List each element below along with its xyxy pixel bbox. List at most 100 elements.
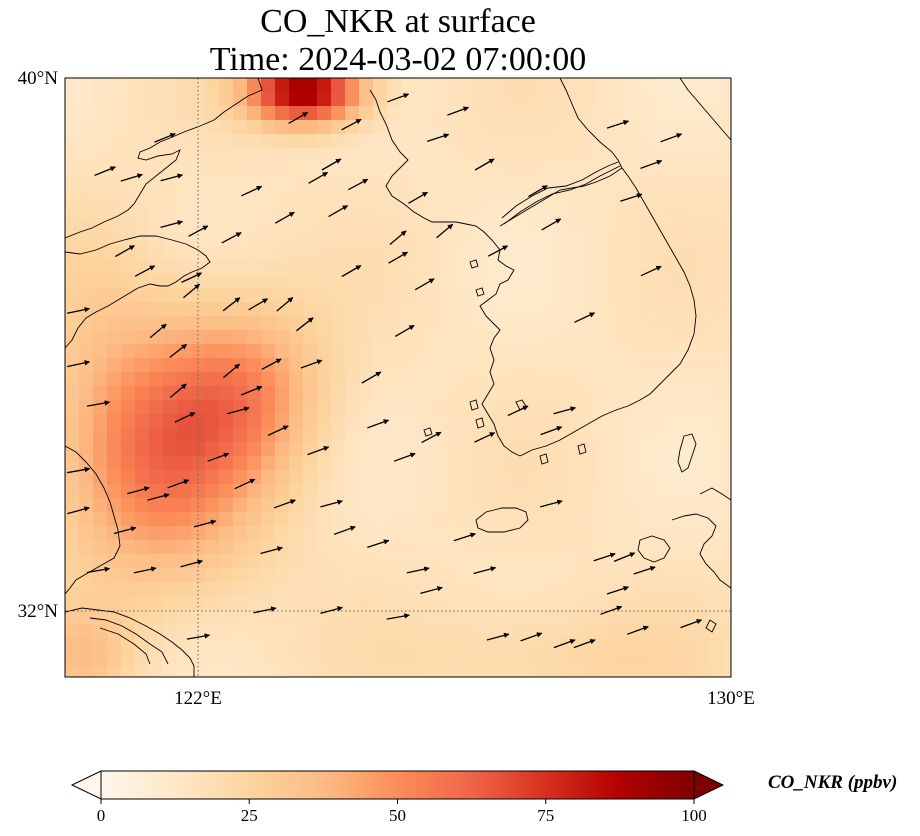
tsushima-island [677, 433, 697, 473]
field-cell [471, 274, 486, 289]
field-cell [149, 372, 164, 387]
field-cell [387, 162, 402, 177]
field-cell [331, 652, 346, 667]
field-cell [261, 582, 276, 597]
field-cell [681, 148, 696, 163]
field-cell [597, 498, 612, 513]
field-cell [107, 400, 122, 415]
field-cell [79, 666, 94, 677]
field-cell [219, 400, 234, 415]
field-cell [583, 78, 598, 93]
field-cell [373, 568, 388, 583]
field-cell [527, 330, 542, 345]
field-cell [667, 456, 682, 471]
field-cell [205, 568, 220, 583]
field-cell [247, 204, 262, 219]
field-cell [625, 288, 640, 303]
wind-arrow [426, 133, 450, 143]
field-cell [79, 204, 94, 219]
field-cell [93, 78, 108, 93]
field-cell [331, 456, 346, 471]
field-cell [79, 652, 94, 667]
field-cell [331, 288, 346, 303]
field-cell [345, 358, 360, 373]
field-cell [359, 568, 374, 583]
field-cell [569, 148, 584, 163]
field-cell [611, 134, 626, 149]
field-cell [401, 652, 416, 667]
field-cell [457, 106, 472, 121]
wind-arrow [308, 171, 329, 184]
field-cell [331, 92, 346, 107]
field-cell [275, 624, 290, 639]
field-cell [457, 176, 472, 191]
wind-arrow [222, 297, 241, 312]
field-cell [485, 512, 500, 527]
field-cell [205, 190, 220, 205]
field-cell [569, 78, 584, 93]
field-cell [303, 246, 318, 261]
field-cell [569, 288, 584, 303]
field-cell [415, 456, 430, 471]
field-cell [653, 568, 668, 583]
field-cell [247, 610, 262, 625]
field-cell [303, 260, 318, 275]
wind-arrow [389, 230, 407, 245]
field-cell [135, 176, 150, 191]
field-cell [681, 554, 696, 569]
field-cell [303, 162, 318, 177]
field-cell [401, 540, 416, 555]
field-cell [317, 512, 332, 527]
field-cell [317, 372, 332, 387]
china-coastline [65, 78, 263, 239]
field-cell [625, 484, 640, 499]
field-cell [387, 540, 402, 555]
field-cell [149, 470, 164, 485]
wind-arrow [553, 639, 576, 649]
field-cell [415, 92, 430, 107]
field-cell [177, 302, 192, 317]
field-cell [135, 582, 150, 597]
field-cell [303, 638, 318, 653]
field-cell [639, 120, 654, 135]
field-cell [275, 428, 290, 443]
field-cell [625, 148, 640, 163]
field-cell [359, 386, 374, 401]
field-cell [79, 400, 94, 415]
field-cell [667, 638, 682, 653]
field-cell [205, 638, 220, 653]
field-cell [261, 148, 276, 163]
field-cell [317, 666, 332, 677]
field-cell [233, 554, 248, 569]
wind-arrow [520, 632, 543, 642]
field-cell [401, 274, 416, 289]
field-cell [639, 260, 654, 275]
field-cell [247, 372, 262, 387]
field-cell [429, 120, 444, 135]
field-cell [177, 246, 192, 261]
field-cell [709, 470, 724, 485]
field-cell [695, 610, 710, 625]
field-cell [667, 442, 682, 457]
field-cell [373, 246, 388, 261]
field-cell [569, 330, 584, 345]
wind-arrow [573, 639, 596, 649]
field-cell [247, 526, 262, 541]
wind-arrow [260, 546, 283, 555]
wind-arrow [222, 363, 241, 379]
field-cell [93, 414, 108, 429]
field-cell [527, 470, 542, 485]
field-cell [205, 512, 220, 527]
field-cell [275, 246, 290, 261]
field-cell [93, 232, 108, 247]
field-cell [331, 218, 346, 233]
field-cell [247, 134, 262, 149]
field-cell [275, 232, 290, 247]
field-cell [541, 204, 556, 219]
field-cell [163, 666, 178, 677]
field-cell [261, 288, 276, 303]
field-cell [541, 316, 556, 331]
field-cell [163, 512, 178, 527]
field-cell [485, 316, 500, 331]
field-cell [275, 358, 290, 373]
